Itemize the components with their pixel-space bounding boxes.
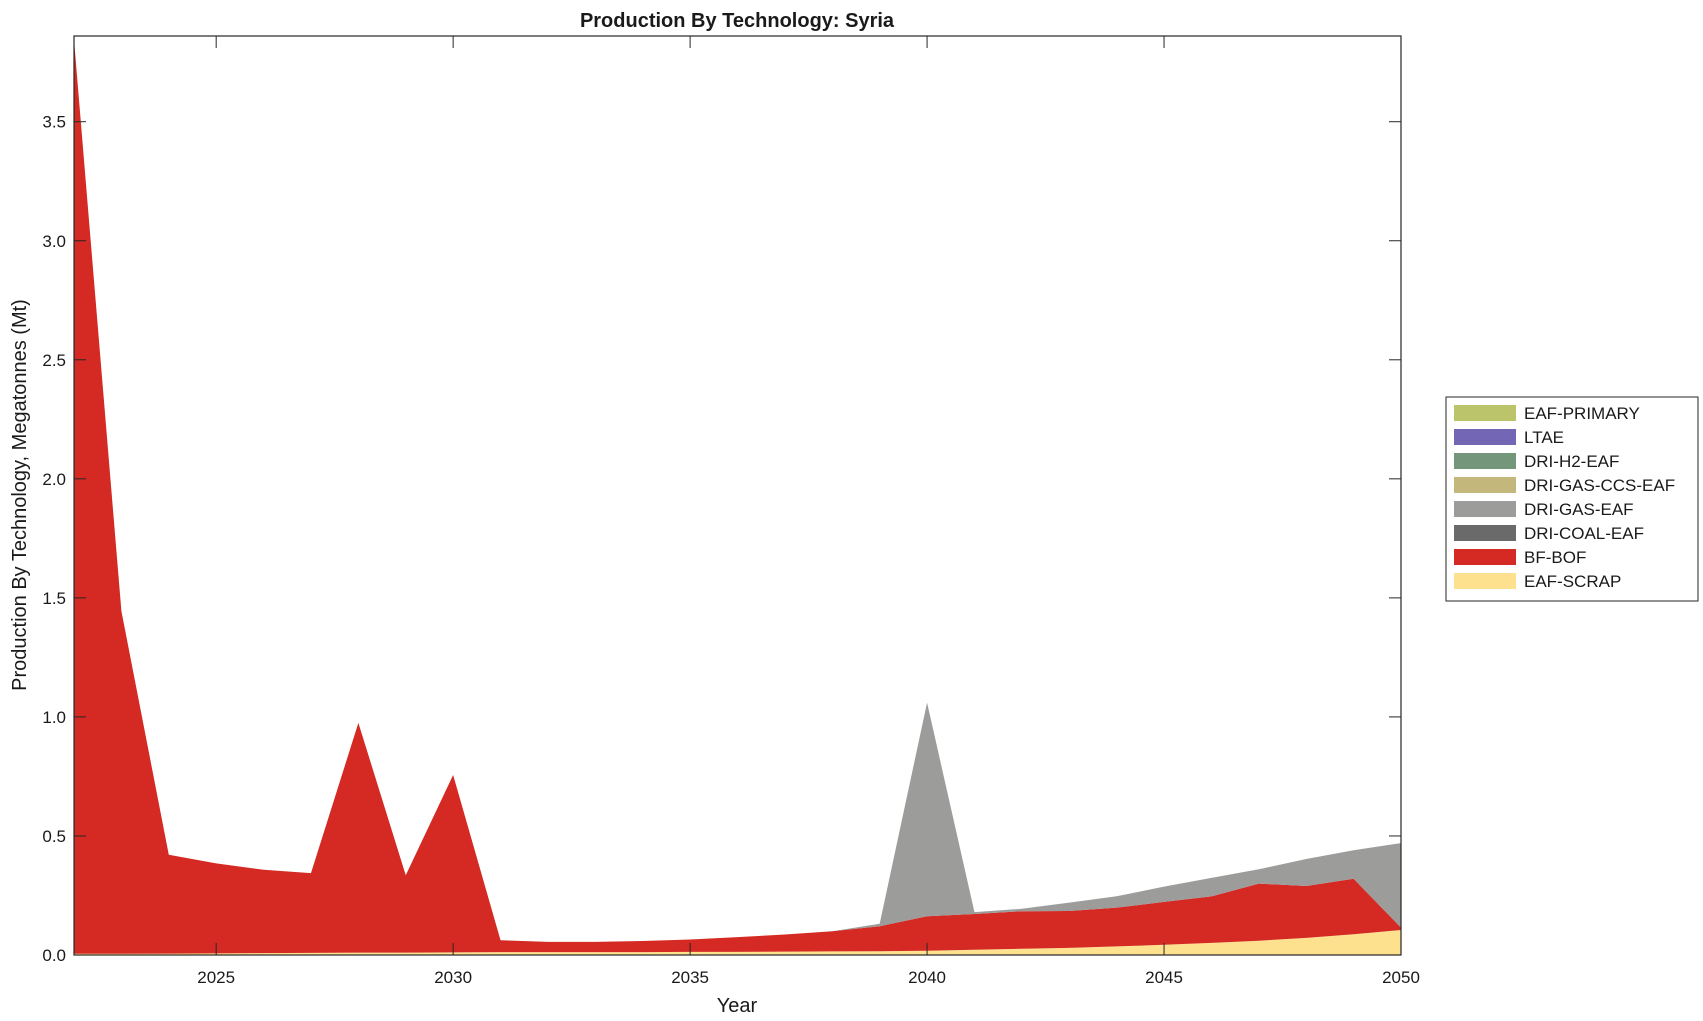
legend-label-eaf-scrap: EAF-SCRAP [1524, 572, 1621, 591]
area-layer [74, 39, 1401, 955]
y-tick-label: 3.5 [42, 113, 66, 132]
y-tick-label: 0.5 [42, 827, 66, 846]
legend-label-dri-gas-eaf: DRI-GAS-EAF [1524, 500, 1634, 519]
legend-label-dri-gas-ccs-eaf: DRI-GAS-CCS-EAF [1524, 476, 1675, 495]
x-tick-label: 2025 [197, 968, 235, 987]
legend-swatch-dri-gas-eaf [1454, 501, 1516, 517]
legend-swatch-ltae [1454, 429, 1516, 445]
legend: EAF-PRIMARY LTAE DRI-H2-EAF DRI-GAS-CCS-EAF… [1445, 396, 1699, 602]
legend-label-dri-coal-eaf: DRI-COAL-EAF [1524, 524, 1644, 543]
legend-swatch-eaf-scrap [1454, 573, 1516, 589]
legend-swatch-eaf-primary [1454, 405, 1516, 421]
legend-label-dri-h2-eaf: DRI-H2-EAF [1524, 452, 1619, 471]
y-tick-label: 1.0 [42, 708, 66, 727]
legend-swatch-dri-coal-eaf [1454, 525, 1516, 541]
y-tick-label: 2.5 [42, 351, 66, 370]
legend-label-eaf-primary: EAF-PRIMARY [1524, 404, 1640, 423]
x-tick-label: 2040 [908, 968, 946, 987]
x-tick-label: 2045 [1145, 968, 1183, 987]
legend-box [1445, 396, 1699, 602]
x-axis-label: Year [717, 995, 758, 1017]
legend-label-bf-bof: BF-BOF [1524, 548, 1586, 567]
plot-frame [73, 35, 1402, 956]
area-eaf-scrap [74, 930, 1401, 955]
y-axis-label: Production By Technology, Megatonnes (Mt… [9, 299, 31, 691]
x-tick-label: 2050 [1382, 968, 1420, 987]
legend-swatch-dri-gas-ccs-eaf [1454, 477, 1516, 493]
area-dri-gas-eaf [74, 39, 1401, 942]
legend-swatch-bf-bof [1454, 549, 1516, 565]
y-tick-label: 1.5 [42, 589, 66, 608]
x-tick-label: 2030 [434, 968, 472, 987]
y-tick-label: 0.0 [42, 946, 66, 965]
x-tick-label: 2035 [671, 968, 709, 987]
y-tick-label: 2.0 [42, 470, 66, 489]
area-bf-bof [74, 39, 1401, 954]
legend-swatch-dri-h2-eaf [1454, 453, 1516, 469]
tick-layer: 2025 2030 2035 2040 2045 2050 0.0 0.5 1.0 1.5 2.0 2… [42, 36, 1420, 987]
y-tick-label: 3.0 [42, 232, 66, 251]
chart-title: Production By Technology: Syria [580, 10, 895, 32]
legend-label-ltae: LTAE [1524, 428, 1564, 447]
